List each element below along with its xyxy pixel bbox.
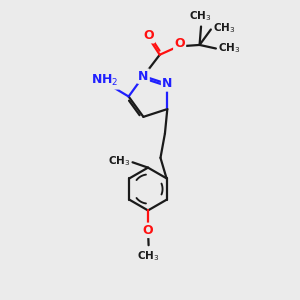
Text: CH$_3$: CH$_3$ [189,9,212,23]
Text: CH$_3$: CH$_3$ [218,42,241,56]
Text: NH$_2$: NH$_2$ [91,73,119,88]
Text: CH$_3$: CH$_3$ [108,154,130,168]
Text: N: N [138,70,148,83]
Text: CH$_3$: CH$_3$ [137,249,160,262]
Text: O: O [143,29,154,42]
Text: O: O [174,37,185,50]
Text: CH$_3$: CH$_3$ [213,21,236,35]
Text: O: O [143,224,153,237]
Text: N: N [162,77,172,90]
